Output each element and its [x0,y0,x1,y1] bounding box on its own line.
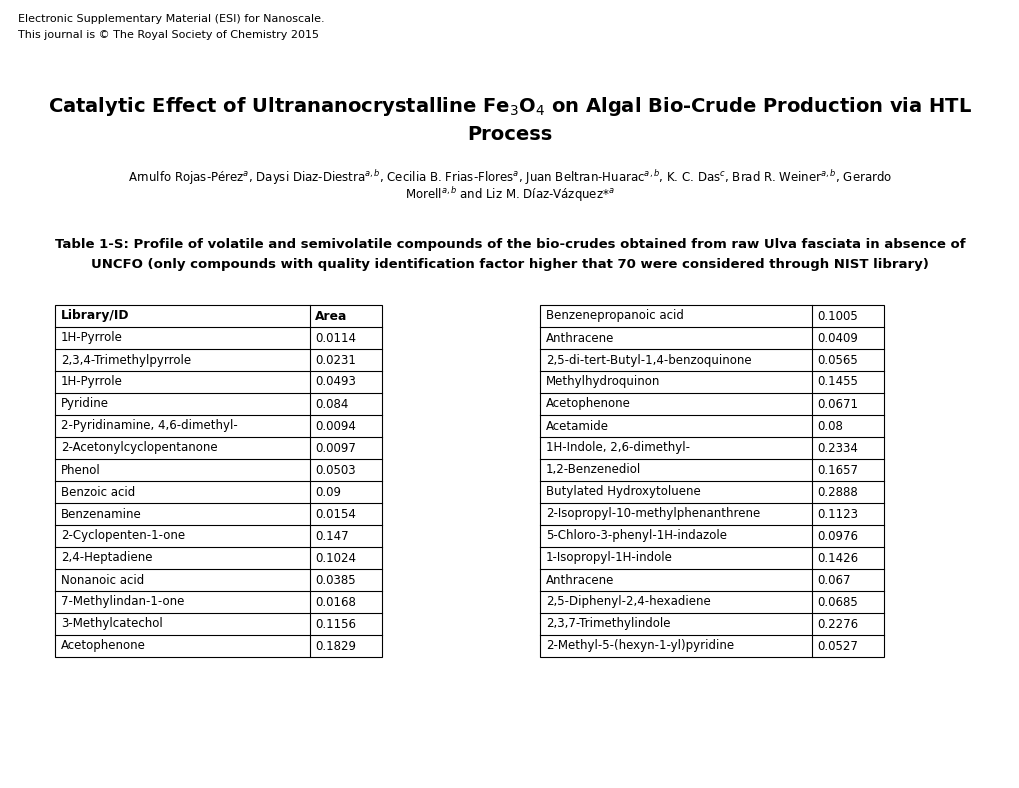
Text: 0.1156: 0.1156 [315,618,356,630]
Text: 0.0976: 0.0976 [816,530,857,542]
Text: 1-Isopropyl-1H-indole: 1-Isopropyl-1H-indole [545,552,673,564]
Text: 0.0231: 0.0231 [315,354,356,366]
Text: 0.1455: 0.1455 [816,376,857,388]
Text: 0.0385: 0.0385 [315,574,356,586]
Text: 0.0685: 0.0685 [816,596,857,608]
Text: 0.2888: 0.2888 [816,485,857,499]
Text: UNCFO (only compounds with quality identification factor higher that 70 were con: UNCFO (only compounds with quality ident… [91,258,928,271]
Text: 0.0565: 0.0565 [816,354,857,366]
Text: 1,2-Benzenediol: 1,2-Benzenediol [545,463,641,477]
Text: 2,3,4-Trimethylpyrrole: 2,3,4-Trimethylpyrrole [61,354,191,366]
Text: Benzenamine: Benzenamine [61,507,142,521]
Text: 0.0154: 0.0154 [315,507,356,521]
Text: 0.0493: 0.0493 [315,376,356,388]
Text: 0.09: 0.09 [315,485,340,499]
Text: 1H-Indole, 2,6-dimethyl-: 1H-Indole, 2,6-dimethyl- [545,441,689,455]
Text: Arnulfo Rojas-Pérez$^a$, Daysi Diaz-Diestra$^{a,b}$, Cecilia B. Frias-Flores$^a$: Arnulfo Rojas-Pérez$^a$, Daysi Diaz-Dies… [127,168,892,187]
Text: Electronic Supplementary Material (ESI) for Nanoscale.: Electronic Supplementary Material (ESI) … [18,14,324,24]
Text: 0.0168: 0.0168 [315,596,356,608]
Text: 0.2276: 0.2276 [816,618,857,630]
Text: Nonanoic acid: Nonanoic acid [61,574,144,586]
Text: 0.1426: 0.1426 [816,552,857,564]
Text: 1H-Pyrrole: 1H-Pyrrole [61,332,122,344]
Text: 0.067: 0.067 [816,574,850,586]
Text: 0.08: 0.08 [816,419,842,433]
Text: 0.0503: 0.0503 [315,463,356,477]
Text: 2,5-di-tert-Butyl-1,4-benzoquinone: 2,5-di-tert-Butyl-1,4-benzoquinone [545,354,751,366]
Text: This journal is © The Royal Society of Chemistry 2015: This journal is © The Royal Society of C… [18,30,319,40]
Text: 2-Isopropyl-10-methylphenanthrene: 2-Isopropyl-10-methylphenanthrene [545,507,759,521]
Text: 0.0409: 0.0409 [816,332,857,344]
Text: 2,4-Heptadiene: 2,4-Heptadiene [61,552,153,564]
Text: Acetophenone: Acetophenone [61,640,146,652]
Text: Phenol: Phenol [61,463,101,477]
Text: Acetamide: Acetamide [545,419,608,433]
Text: 0.1657: 0.1657 [816,463,857,477]
Text: 0.0097: 0.0097 [315,441,356,455]
Text: 0.1005: 0.1005 [816,310,857,322]
Text: Anthracene: Anthracene [545,332,613,344]
Text: Benzenepropanoic acid: Benzenepropanoic acid [545,310,683,322]
Text: 0.084: 0.084 [315,397,348,411]
Text: 2-Acetonylcyclopentanone: 2-Acetonylcyclopentanone [61,441,217,455]
Text: Pyridine: Pyridine [61,397,109,411]
Text: 0.1024: 0.1024 [315,552,356,564]
Text: 3-Methylcatechol: 3-Methylcatechol [61,618,163,630]
Text: Area: Area [315,310,347,322]
Text: 0.147: 0.147 [315,530,348,542]
Text: 2-Cyclopenten-1-one: 2-Cyclopenten-1-one [61,530,184,542]
Text: Methylhydroquinon: Methylhydroquinon [545,376,659,388]
Text: 0.0114: 0.0114 [315,332,356,344]
Text: Acetophenone: Acetophenone [545,397,631,411]
Text: Morell$^{a,b}$ and Liz M. Díaz-Vázquez*$^a$: Morell$^{a,b}$ and Liz M. Díaz-Vázquez*$… [405,185,614,204]
Text: Anthracene: Anthracene [545,574,613,586]
Text: Table 1-S: Profile of volatile and semivolatile compounds of the bio-crudes obta: Table 1-S: Profile of volatile and semiv… [55,238,964,251]
Text: Benzoic acid: Benzoic acid [61,485,136,499]
Text: 1H-Pyrrole: 1H-Pyrrole [61,376,122,388]
Text: 0.0094: 0.0094 [315,419,356,433]
Text: 0.0527: 0.0527 [816,640,857,652]
Text: Catalytic Effect of Ultrananocrystalline Fe$_3$O$_4$ on Algal Bio-Crude Producti: Catalytic Effect of Ultrananocrystalline… [48,95,971,118]
Text: 2-Methyl-5-(hexyn-1-yl)pyridine: 2-Methyl-5-(hexyn-1-yl)pyridine [545,640,734,652]
Text: 2-Pyridinamine, 4,6-dimethyl-: 2-Pyridinamine, 4,6-dimethyl- [61,419,237,433]
Text: Library/ID: Library/ID [61,310,129,322]
Text: 2,5-Diphenyl-2,4-hexadiene: 2,5-Diphenyl-2,4-hexadiene [545,596,710,608]
Text: 0.1123: 0.1123 [816,507,857,521]
Text: 0.0671: 0.0671 [816,397,857,411]
Text: Butylated Hydroxytoluene: Butylated Hydroxytoluene [545,485,700,499]
Text: Process: Process [467,125,552,144]
Text: 7-Methylindan-1-one: 7-Methylindan-1-one [61,596,184,608]
Text: 0.1829: 0.1829 [315,640,356,652]
Text: 0.2334: 0.2334 [816,441,857,455]
Text: 2,3,7-Trimethylindole: 2,3,7-Trimethylindole [545,618,669,630]
Text: 5-Chloro-3-phenyl-1H-indazole: 5-Chloro-3-phenyl-1H-indazole [545,530,727,542]
